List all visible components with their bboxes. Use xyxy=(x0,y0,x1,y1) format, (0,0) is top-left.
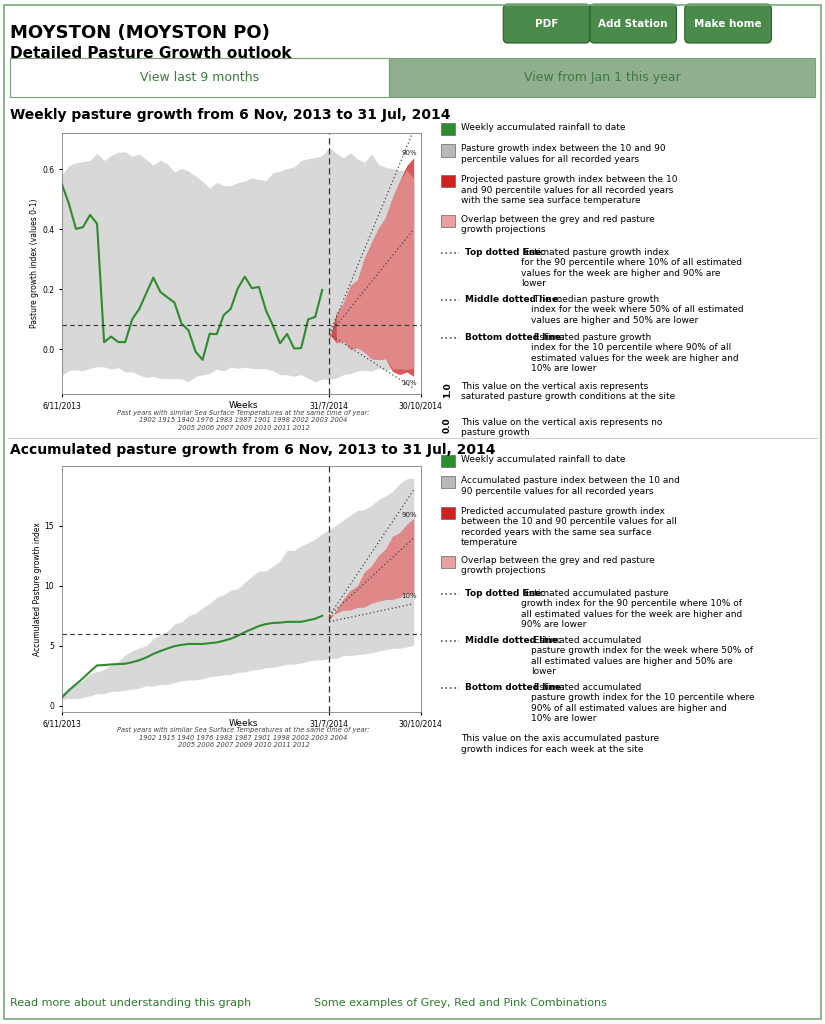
Text: Estimated accumulated pasture
growth index for the 90 percentile where 10% of
al: Estimated accumulated pasture growth ind… xyxy=(521,589,742,629)
Text: View last 9 months: View last 9 months xyxy=(140,72,259,84)
Y-axis label: Accumulated Pasture growth index: Accumulated Pasture growth index xyxy=(33,522,42,655)
Text: 90%: 90% xyxy=(402,512,417,518)
Text: Middle dotted line:: Middle dotted line: xyxy=(465,636,562,645)
Text: 10%: 10% xyxy=(402,380,417,386)
Text: Estimated accumulated
pasture growth index for the 10 percentile where
90% of al: Estimated accumulated pasture growth ind… xyxy=(531,683,755,723)
Text: Estimated pasture growth index
for the 90 percentile where 10% of all estimated
: Estimated pasture growth index for the 9… xyxy=(521,248,742,288)
Text: Some examples of Grey, Red and Pink Combinations: Some examples of Grey, Red and Pink Comb… xyxy=(314,997,606,1008)
Text: 90%: 90% xyxy=(402,150,417,156)
Text: Overlap between the grey and red pasture
growth projections: Overlap between the grey and red pasture… xyxy=(461,556,655,575)
Text: Pasture growth index between the 10 and 90
percentile values for all recorded ye: Pasture growth index between the 10 and … xyxy=(461,144,666,164)
Text: Weekly accumulated rainfall to date: Weekly accumulated rainfall to date xyxy=(461,455,625,464)
Text: Estimated pasture growth
index for the 10 percentile where 90% of all
estimated : Estimated pasture growth index for the 1… xyxy=(531,333,738,373)
Text: 1.0: 1.0 xyxy=(443,382,452,397)
Text: The median pasture growth
index for the week where 50% of all estimated
values a: The median pasture growth index for the … xyxy=(531,295,744,325)
Text: Accumulated pasture growth from 6 Nov, 2013 to 31 Jul, 2014: Accumulated pasture growth from 6 Nov, 2… xyxy=(10,443,495,458)
Text: 0.0: 0.0 xyxy=(443,418,452,433)
Text: This value on the axis accumulated pasture
growth indices for each week at the s: This value on the axis accumulated pastu… xyxy=(461,734,659,754)
Text: Weekly pasture growth from 6 Nov, 2013 to 31 Jul, 2014: Weekly pasture growth from 6 Nov, 2013 t… xyxy=(10,108,450,122)
Text: Projected pasture growth index between the 10
and 90 percentile values for all r: Projected pasture growth index between t… xyxy=(461,175,677,205)
Text: Bottom dotted line:: Bottom dotted line: xyxy=(465,683,565,692)
Text: Past years with similar Sea Surface Temperatures at the same time of year:
1902 : Past years with similar Sea Surface Temp… xyxy=(117,410,370,431)
Text: Weekly accumulated rainfall to date: Weekly accumulated rainfall to date xyxy=(461,123,625,132)
Text: Middle dotted line:: Middle dotted line: xyxy=(465,295,562,304)
Text: Overlap between the grey and red pasture
growth projections: Overlap between the grey and red pasture… xyxy=(461,215,655,234)
Text: This value on the vertical axis represents
saturated pasture growth conditions a: This value on the vertical axis represen… xyxy=(461,382,676,401)
Text: Weeks: Weeks xyxy=(229,719,258,728)
Text: Weeks: Weeks xyxy=(229,401,258,411)
Text: MOYSTON (MOYSTON PO): MOYSTON (MOYSTON PO) xyxy=(10,24,270,42)
Text: Estimated accumulated
pasture growth index for the week where 50% of
all estimat: Estimated accumulated pasture growth ind… xyxy=(531,636,753,676)
Text: Predicted accumulated pasture growth index
between the 10 and 90 percentile valu: Predicted accumulated pasture growth ind… xyxy=(461,507,677,547)
Text: Bottom dotted line:: Bottom dotted line: xyxy=(465,333,565,342)
Text: Top dotted line:: Top dotted line: xyxy=(465,589,545,598)
Text: Past years with similar Sea Surface Temperatures at the same time of year:
1902 : Past years with similar Sea Surface Temp… xyxy=(117,727,370,749)
Text: Add Station: Add Station xyxy=(598,18,668,29)
Text: PDF: PDF xyxy=(535,18,559,29)
Text: 10%: 10% xyxy=(402,593,417,599)
Text: Top dotted line:: Top dotted line: xyxy=(465,248,545,257)
Text: View from Jan 1 this year: View from Jan 1 this year xyxy=(524,72,681,84)
Text: Detailed Pasture Growth outlook: Detailed Pasture Growth outlook xyxy=(10,46,291,61)
Y-axis label: Pasture growth index (values 0-1): Pasture growth index (values 0-1) xyxy=(31,199,40,329)
Text: This value on the vertical axis represents no
pasture growth: This value on the vertical axis represen… xyxy=(461,418,662,437)
Text: Read more about understanding this graph: Read more about understanding this graph xyxy=(10,997,251,1008)
Text: Make home: Make home xyxy=(695,18,761,29)
Text: Accumulated pasture index between the 10 and
90 percentile values for all record: Accumulated pasture index between the 10… xyxy=(461,476,680,496)
